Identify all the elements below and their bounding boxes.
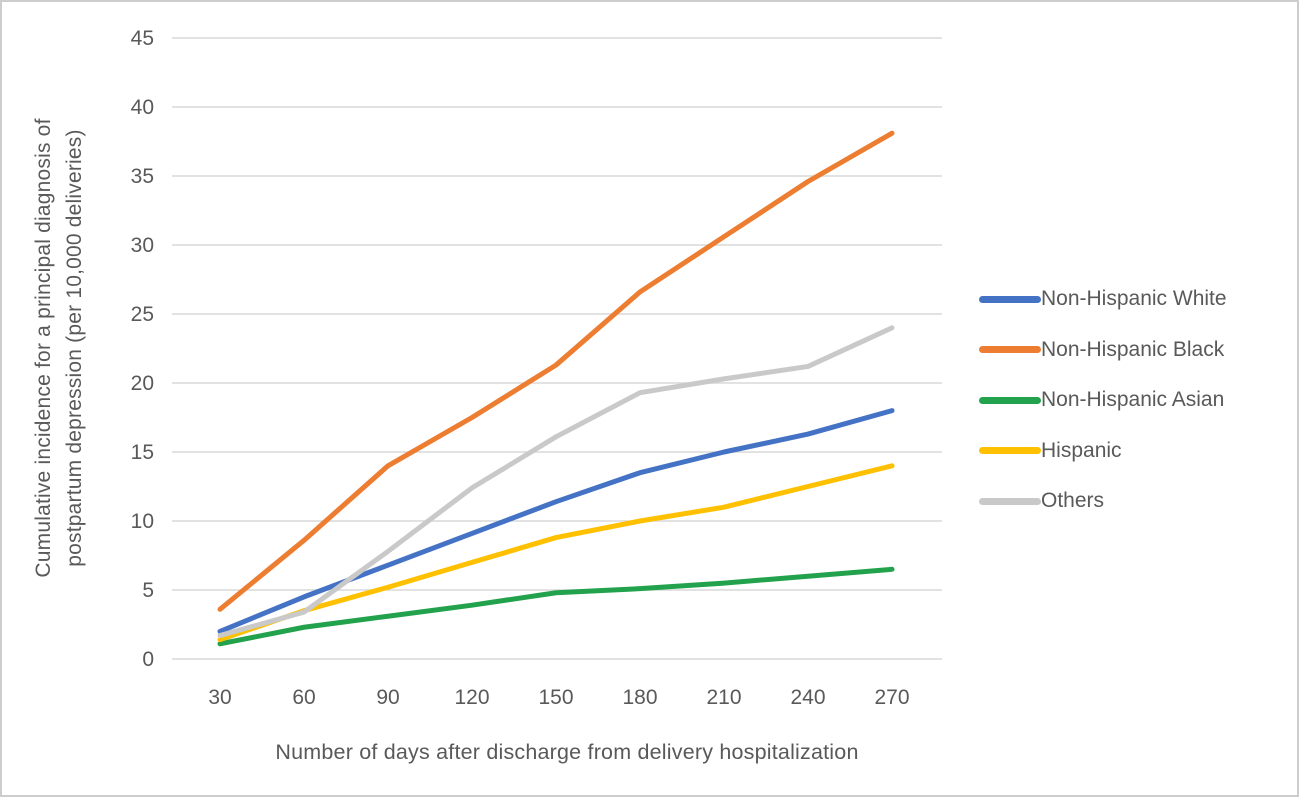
- y-axis-title: Cumulative incidence for a principal dia…: [28, 28, 92, 668]
- legend-swatch-icon: [979, 396, 1041, 404]
- legend-swatch-icon: [979, 346, 1041, 353]
- y-tick-label: 30: [131, 234, 154, 257]
- legend-swatch-icon: [979, 295, 1041, 303]
- y-tick-label: 40: [131, 96, 154, 119]
- x-tick-label: 270: [874, 686, 909, 709]
- legend-item: Others: [979, 487, 1227, 515]
- x-tick-label: 150: [538, 686, 573, 709]
- legend-label: Non-Hispanic White: [1041, 287, 1227, 310]
- x-tick-label: 210: [706, 686, 741, 709]
- legend-label: Hispanic: [1041, 438, 1122, 462]
- legend-swatch-icon: [979, 497, 1041, 505]
- y-tick-label: 0: [142, 648, 154, 671]
- legend-item: Non-Hispanic White: [979, 285, 1227, 313]
- legend-item: Non-Hispanic Black: [979, 336, 1227, 364]
- legend-label: Non-Hispanic Black: [1041, 337, 1225, 361]
- y-tick-label: 5: [142, 579, 154, 602]
- series-line-hispanic: [217, 463, 895, 643]
- x-axis-title: Number of days after discharge from deli…: [275, 740, 859, 764]
- legend-item: Non-Hispanic Asian: [979, 386, 1227, 414]
- legend-item: Hispanic: [979, 437, 1227, 465]
- legend-label: Non-Hispanic Asian: [1041, 388, 1225, 411]
- y-tick-label: 10: [131, 510, 154, 533]
- y-tick-label: 20: [131, 372, 154, 395]
- legend-swatch-icon: [979, 447, 1041, 454]
- x-tick-label: 180: [622, 686, 657, 709]
- x-tick-label: 240: [790, 686, 825, 709]
- series-line-others: [217, 325, 895, 639]
- y-axis-title-line1: Cumulative incidence for a principal dia…: [32, 118, 55, 578]
- y-tick-label: 15: [131, 441, 154, 464]
- x-tick-label: 60: [292, 686, 315, 709]
- y-tick-label: 45: [131, 27, 154, 50]
- y-tick-label: 35: [131, 165, 154, 188]
- series-line-non-hispanic-black: [217, 130, 895, 612]
- legend-label: Others: [1041, 489, 1105, 512]
- series-line-non-hispanic-white: [217, 408, 895, 634]
- x-tick-label: 90: [376, 686, 399, 709]
- series-line-non-hispanic-asian: [217, 566, 895, 647]
- x-tick-label: 30: [208, 686, 231, 709]
- legend: Non-Hispanic White Non-Hispanic Black Non-…: [979, 285, 1227, 538]
- x-tick-label: 120: [454, 686, 489, 709]
- y-axis-title-line2: postpartum depression (per 10,000 delive…: [63, 129, 86, 567]
- y-tick-label: 25: [131, 303, 154, 326]
